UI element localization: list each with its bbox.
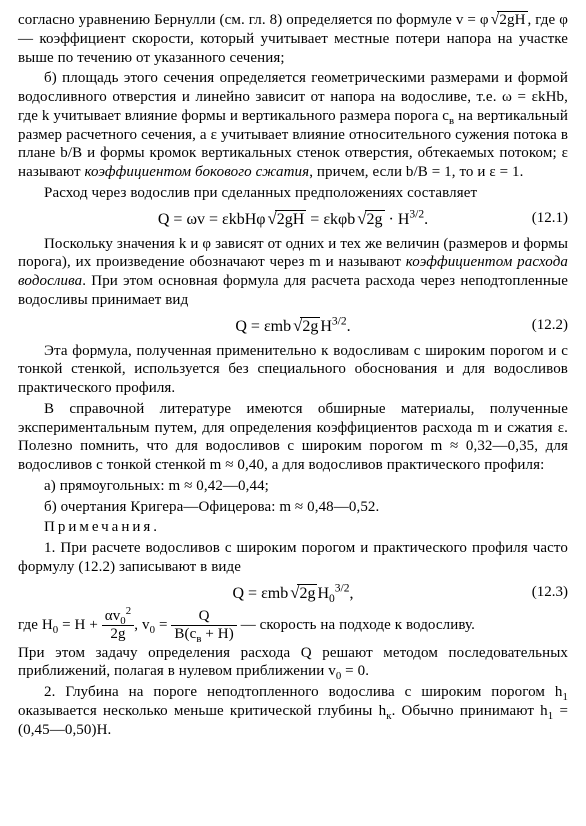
text: = εkφb <box>306 211 355 228</box>
equation-body: Q = εmb 2gH3/2. <box>88 316 498 336</box>
text-italic: коэффициентом бокового сжатия <box>84 164 309 180</box>
paragraph-13: 2. Глубина на пороге неподтопленного вод… <box>18 683 568 739</box>
notes-heading: Примечания. <box>18 518 568 537</box>
paragraph-5: Эта формула, полученная применительно к … <box>18 342 568 398</box>
sqrt: 2gH <box>489 10 528 30</box>
text: Q = εmb <box>232 585 288 602</box>
text: — скорость на подходе к водосливу. <box>237 617 475 633</box>
superscript: 2 <box>126 605 132 617</box>
subscript: 0 <box>329 593 335 605</box>
text: H <box>317 585 329 602</box>
text: = 0. <box>341 663 369 679</box>
text: . <box>347 318 351 335</box>
numerator: Q <box>171 609 236 626</box>
paragraph-8: б) очертания Кригера—Офицерова: m ≈ 0,48… <box>18 498 568 517</box>
text: согласно уравнению Бернулли (см. гл. 8) … <box>18 12 452 28</box>
sqrt: 2g <box>288 583 317 603</box>
text: . <box>424 211 428 228</box>
sqrt: 2g <box>291 316 320 336</box>
equation-body: Q = εmb 2gH03/2, <box>88 583 498 603</box>
text-spaced: Примечания <box>44 519 153 535</box>
superscript: 3/2 <box>332 315 347 327</box>
radicand: 2gH <box>497 11 527 28</box>
paragraph-6: В справочной литературе имеются обширные… <box>18 400 568 475</box>
text: · H <box>385 211 410 228</box>
paragraph-10: 1. При расчете водосливов с широким поро… <box>18 539 568 577</box>
text: , <box>350 585 354 602</box>
equation-12-1: Q = ωv = εkbHφ 2gH = εkφb 2g · H3/2. (12.1… <box>18 209 568 229</box>
denominator: B(cв + H) <box>171 626 236 642</box>
text: v = φ <box>456 12 489 28</box>
text: = <box>155 617 171 633</box>
equation-number: (12.2) <box>498 317 568 334</box>
text: Q = εmb <box>235 318 291 335</box>
text: . При этом основная формула для расчета … <box>18 273 568 308</box>
sqrt: 2g <box>355 209 384 229</box>
text: где H <box>18 617 53 633</box>
equation-number: (12.1) <box>498 210 568 227</box>
denominator: 2g <box>102 626 135 642</box>
paragraph-4: Поскольку значения k и φ зависят от одни… <box>18 235 568 310</box>
fraction: αv02 2g <box>102 609 135 642</box>
paragraph-3: Расход через водослив при сделанных пред… <box>18 184 568 203</box>
text: . <box>153 519 157 535</box>
radicand: 2gH <box>275 210 307 228</box>
text: При этом задачу определения расхода Q ре… <box>18 645 568 680</box>
superscript: 3/2 <box>409 208 424 220</box>
text: . Обычно принимают h <box>392 703 548 719</box>
radicand: 2g <box>365 210 385 228</box>
text: = H + <box>58 617 101 633</box>
text: H <box>320 318 332 335</box>
text: + H) <box>202 626 234 642</box>
paragraph-11: где H0 = H + αv02 2g , v0 = Q B(cв + H) … <box>18 609 568 642</box>
paragraph-2: б) площадь этого сечения определяется ге… <box>18 69 568 182</box>
text: αv <box>105 608 121 624</box>
fraction: Q B(cв + H) <box>171 609 236 642</box>
text: , причем, если b/B = 1, то и ε = 1. <box>309 164 523 180</box>
text: Q = ωv = εkbHφ <box>158 211 266 228</box>
text: B(c <box>174 626 196 642</box>
numerator: αv02 <box>102 609 135 626</box>
paragraph-7: а) прямоугольных: m ≈ 0,42—0,44; <box>18 477 568 496</box>
text: , v <box>134 617 149 633</box>
equation-body: Q = ωv = εkbHφ 2gH = εkφb 2g · H3/2. <box>88 209 498 229</box>
radicand: 2g <box>300 317 320 335</box>
superscript: 3/2 <box>335 582 350 594</box>
paragraph-1: согласно уравнению Бернулли (см. гл. 8) … <box>18 10 568 67</box>
subscript: 1 <box>563 691 569 703</box>
text: 2. Глубина на пороге неподтопленного вод… <box>44 684 563 700</box>
sqrt: 2gH <box>266 209 307 229</box>
text: оказывается несколько меньше критической… <box>18 703 386 719</box>
equation-number: (12.3) <box>498 584 568 601</box>
paragraph-12: При этом задачу определения расхода Q ре… <box>18 644 568 682</box>
equation-12-2: Q = εmb 2gH3/2. (12.2) <box>18 316 568 336</box>
radicand: 2g <box>297 584 317 602</box>
equation-12-3: Q = εmb 2gH03/2, (12.3) <box>18 583 568 603</box>
formula-inline: v = φ 2gH <box>456 12 528 28</box>
